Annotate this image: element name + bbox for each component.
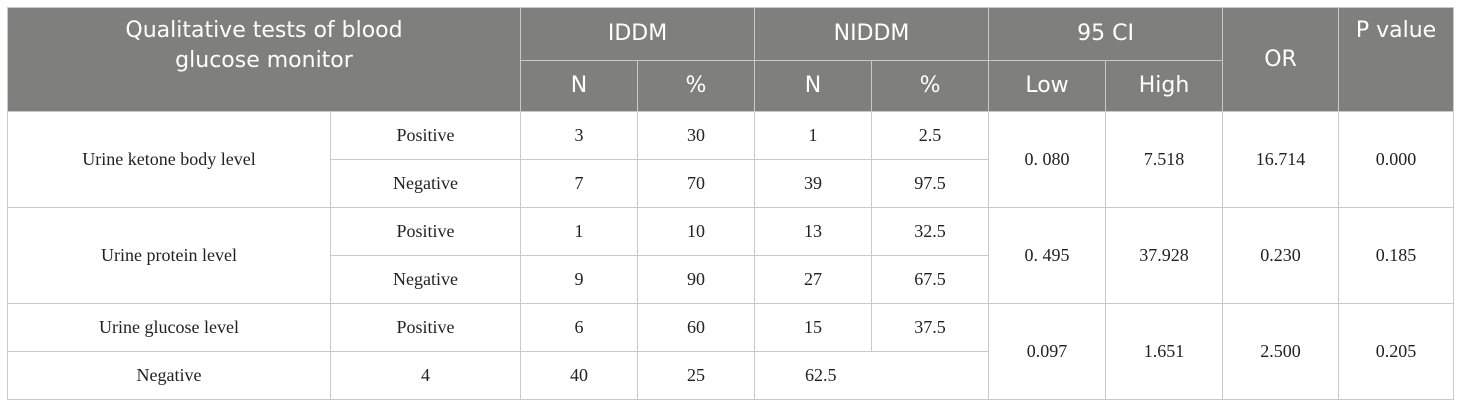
- row-label-glucose: Urine glucose level: [7, 303, 331, 352]
- cell-ci-low: 0.097: [988, 303, 1107, 400]
- cell-misaligned: 25: [636, 351, 756, 400]
- header-test: Qualitative tests of blood glucose monit…: [7, 7, 521, 112]
- cell-niddm-percent: 97.5: [871, 159, 990, 208]
- cell-niddm-n: 1: [754, 111, 873, 160]
- cell-p-value: 0.185: [1338, 207, 1455, 304]
- header-iddm-percent: %: [636, 60, 756, 112]
- cell-niddm-percent: 2.5: [871, 111, 990, 160]
- cell-iddm-percent: 60: [636, 303, 756, 352]
- table-row: Negative 9 90 27 67.5: [8, 255, 1454, 304]
- cell-misaligned: 4: [330, 351, 521, 400]
- results-table: Qualitative tests of blood glucose monit…: [7, 7, 1455, 400]
- row-label-protein: Urine protein level: [7, 207, 331, 304]
- cell-niddm-percent: 37.5: [871, 303, 990, 352]
- header-95ci: 95 CI: [988, 7, 1224, 61]
- header-ci-high: High: [1105, 60, 1224, 112]
- cell-status: Positive: [330, 111, 521, 160]
- header-or: OR: [1222, 7, 1340, 112]
- cell-iddm-n: 7: [520, 159, 638, 208]
- header-niddm-percent: %: [871, 60, 990, 112]
- cell-niddm-percent: 67.5: [871, 255, 990, 304]
- table-container: Qualitative tests of blood glucose monit…: [7, 7, 1455, 400]
- cell-ci-high: 37.928: [1105, 207, 1224, 304]
- cell-ci-high: 1.651: [1105, 303, 1224, 400]
- header-p-value: P value: [1338, 7, 1455, 112]
- header-niddm-n: N: [754, 60, 873, 112]
- header-ci-low: Low: [988, 60, 1107, 112]
- cell-niddm-n: 15: [754, 303, 873, 352]
- header-niddm: NIDDM: [754, 7, 990, 61]
- cell-misaligned-value: 62.5: [805, 365, 837, 385]
- table-row: Urine glucose level Positive 6 60 15 37.…: [7, 303, 1455, 400]
- cell-iddm-n: 1: [520, 207, 638, 256]
- cell-ci-high: 7.518: [1105, 111, 1224, 208]
- cell-ci-low: 0. 495: [988, 207, 1107, 304]
- cell-or: 0.230: [1222, 207, 1340, 304]
- cell-niddm-percent: 32.5: [871, 207, 990, 256]
- cell-misaligned: 40: [520, 351, 638, 400]
- table-row: Urine ketone body level Positive 3 30 1 …: [7, 111, 1455, 208]
- cell-or: 2.500: [1222, 303, 1340, 400]
- cell-iddm-percent: 90: [636, 255, 756, 304]
- cell-niddm-n: 13: [754, 207, 873, 256]
- cell-iddm-n: 3: [520, 111, 638, 160]
- cell-iddm-percent: 70: [636, 159, 756, 208]
- cell-status: Positive: [330, 207, 521, 256]
- table-row: Negative 7 70 39 97.5: [8, 159, 1454, 208]
- cell-niddm-n: 39: [754, 159, 873, 208]
- cell-misaligned: 62.5: [754, 351, 990, 400]
- cell-p-value: 0.000: [1338, 111, 1455, 208]
- header-iddm: IDDM: [519, 7, 756, 61]
- cell-status: Negative: [330, 255, 521, 304]
- cell-iddm-percent: 10: [636, 207, 756, 256]
- cell-status: Positive: [330, 303, 521, 352]
- cell-status: Negative: [330, 159, 521, 208]
- header-iddm-n: N: [520, 60, 638, 112]
- cell-ci-low: 0. 080: [988, 111, 1107, 208]
- header-row-1: Qualitative tests of blood glucose monit…: [7, 7, 1455, 112]
- cell-or: 16.714: [1222, 111, 1340, 208]
- cell-iddm-n: 6: [520, 303, 638, 352]
- row-label-ketone: Urine ketone body level: [7, 111, 331, 208]
- table-row: Urine protein level Positive 1 10 13 32.…: [7, 207, 1455, 304]
- cell-niddm-n: 27: [754, 255, 873, 304]
- cell-iddm-n: 9: [520, 255, 638, 304]
- header-row-2: N % N % Low High: [8, 60, 1454, 112]
- table-row: Negative 4 40 25 62.5: [7, 351, 1454, 400]
- cell-iddm-percent: 30: [636, 111, 756, 160]
- cell-p-value: 0.205: [1338, 303, 1455, 400]
- cell-misaligned: Negative: [7, 351, 331, 400]
